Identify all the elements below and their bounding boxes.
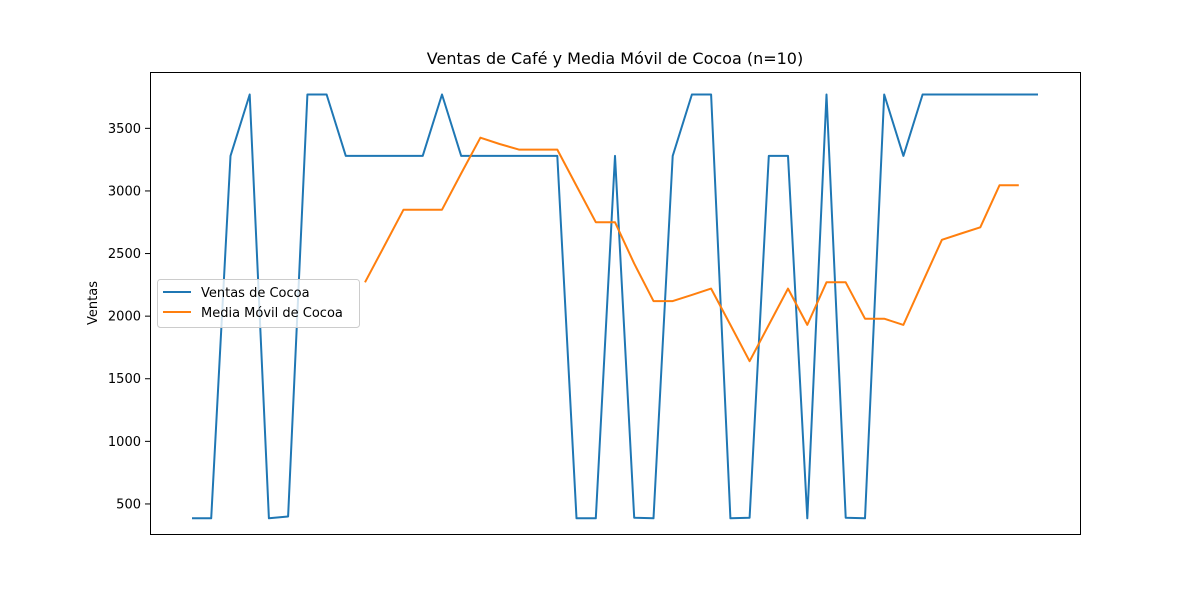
y-axis-label: Ventas [86, 281, 101, 325]
y-tick-label: 1500 [108, 372, 141, 387]
legend-label: Media Móvil de Cocoa [201, 306, 343, 321]
y-tick-label: 3000 [108, 184, 141, 199]
y-tick-label: 2000 [108, 310, 141, 325]
y-tick-label: 500 [116, 497, 141, 512]
y-tick-label: 2500 [108, 247, 141, 262]
series-line-2 [364, 136, 1019, 363]
legend-label: Ventas de Cocoa [201, 286, 310, 301]
plot-area [150, 72, 1081, 535]
legend: Ventas de Cocoa Media Móvil de Cocoa [157, 279, 360, 328]
y-tick-label: 3500 [108, 122, 141, 137]
legend-box [157, 279, 360, 328]
y-axis-ticks: 500 1000 1500 2000 2500 3000 3500 [108, 122, 150, 512]
series-line-1 [192, 93, 1038, 520]
chart-title: Ventas de Café y Media Móvil de Cocoa (n… [427, 49, 803, 68]
series-lines [192, 93, 1038, 520]
y-tick-label: 1000 [108, 435, 141, 450]
